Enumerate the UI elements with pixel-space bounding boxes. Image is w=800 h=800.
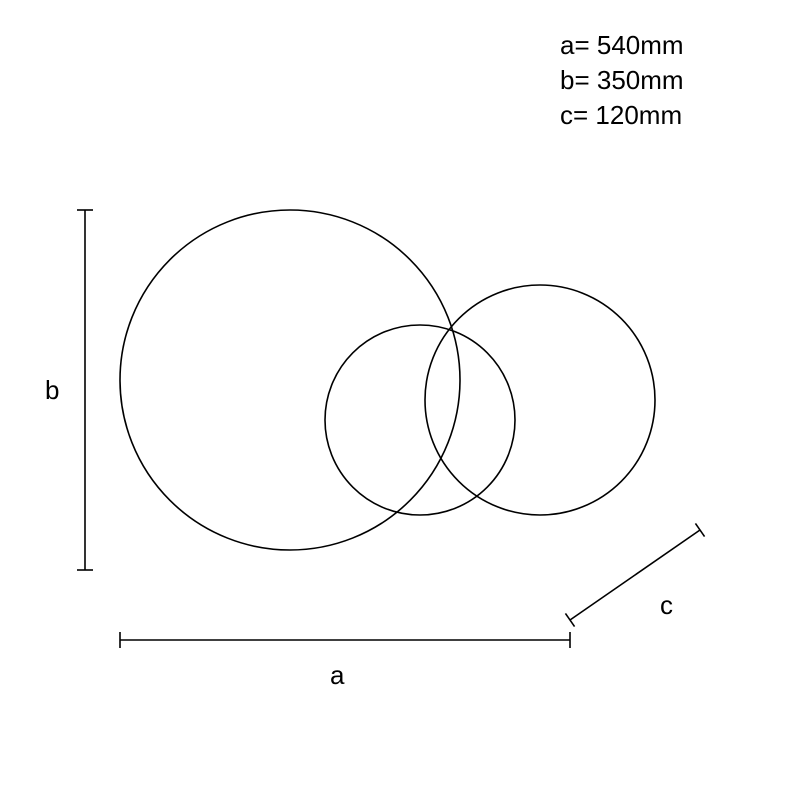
dim-label-a: a [330, 660, 344, 691]
dim-label-c: c [660, 590, 673, 621]
diagram-svg [0, 0, 800, 800]
diagram-canvas: a= 540mm b= 350mm c= 120mm a b c [0, 0, 800, 800]
dim-label-b: b [45, 375, 59, 406]
